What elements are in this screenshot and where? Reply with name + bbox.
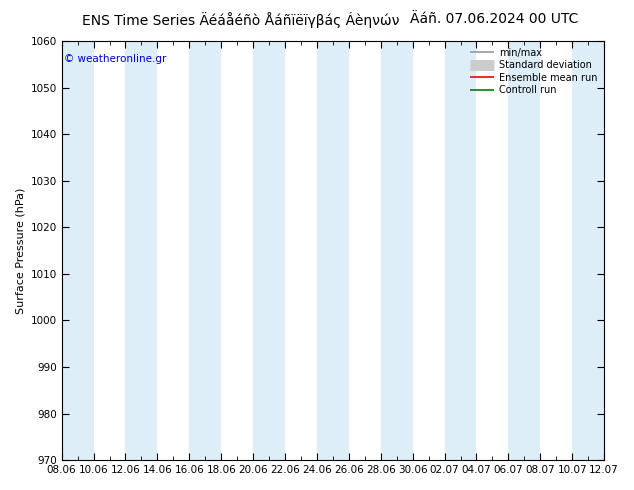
- Bar: [444, 41, 477, 460]
- Bar: [508, 41, 540, 460]
- Bar: [61, 41, 94, 460]
- Bar: [126, 41, 157, 460]
- Bar: [381, 41, 413, 460]
- Text: Äáñ. 07.06.2024 00 UTC: Äáñ. 07.06.2024 00 UTC: [410, 12, 579, 26]
- Text: ENS Time Series Äéáåéñò Åáñïëïγβáς Áèηνών: ENS Time Series Äéáåéñò Åáñïëïγβáς Áèηνώ…: [82, 12, 399, 28]
- Legend: min/max, Standard deviation, Ensemble mean run, Controll run: min/max, Standard deviation, Ensemble me…: [468, 46, 599, 97]
- Bar: [190, 41, 221, 460]
- Text: © weatheronline.gr: © weatheronline.gr: [65, 53, 167, 64]
- Bar: [317, 41, 349, 460]
- Bar: [573, 41, 604, 460]
- Bar: [253, 41, 285, 460]
- Y-axis label: Surface Pressure (hPa): Surface Pressure (hPa): [15, 187, 25, 314]
